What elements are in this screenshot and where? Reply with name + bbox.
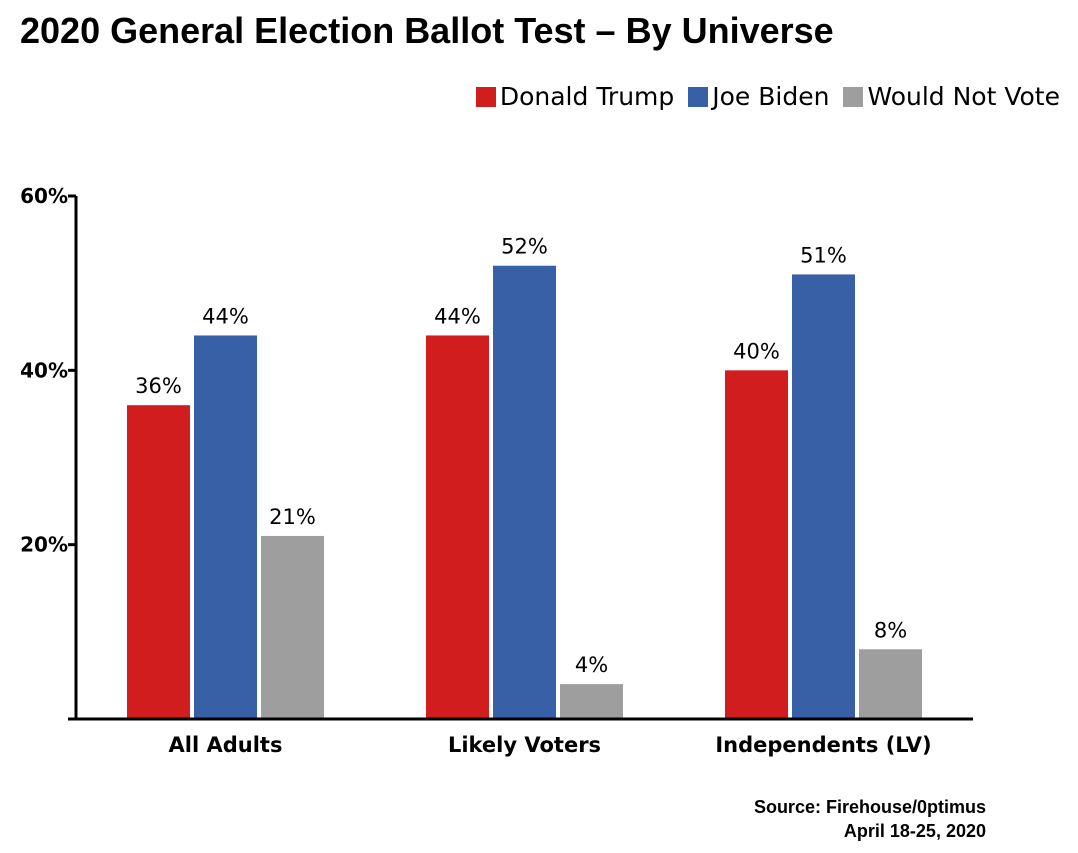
bar-would-not-vote-all-adults <box>261 535 324 719</box>
category-label-independents-lv: Independents (LV) <box>715 733 931 757</box>
data-label-joe-biden-independents-lv: 51% <box>800 243 847 267</box>
data-label-would-not-vote-likely-voters: 4% <box>575 653 608 677</box>
labels-layer: 36% 44% 21% All Adults 44% 52% 4% Likely Voters… <box>20 184 932 757</box>
data-label-donald-trump-likely-voters: 44% <box>434 304 481 328</box>
y-tick-label: 20% <box>20 533 68 557</box>
legend-item-trump: Donald Trump <box>475 82 675 111</box>
legend-swatch-biden <box>688 86 709 107</box>
legend-label-would-not-vote: Would Not Vote <box>867 82 1060 111</box>
legend-swatch-trump <box>475 86 496 107</box>
chart-title: 2020 General Election Ballot Test – By U… <box>20 10 834 51</box>
date-line: April 18-25, 2020 <box>843 821 986 841</box>
data-label-would-not-vote-all-adults: 21% <box>269 505 316 529</box>
data-label-joe-biden-likely-voters: 52% <box>501 235 548 259</box>
data-label-joe-biden-all-adults: 44% <box>202 304 249 328</box>
y-tick-label: 60% <box>20 184 68 208</box>
bar-donald-trump-all-adults <box>127 405 190 719</box>
bars-layer <box>127 265 922 719</box>
bar-would-not-vote-independents-lv <box>859 649 922 719</box>
legend-label-trump: Donald Trump <box>499 82 675 111</box>
axes-layer <box>68 194 973 721</box>
y-tick-label: 40% <box>20 358 68 382</box>
data-label-would-not-vote-independents-lv: 8% <box>874 618 907 642</box>
source-line: Source: Firehouse/0ptimus <box>753 797 986 817</box>
legend-swatch-would-not-vote <box>843 86 864 107</box>
bar-joe-biden-independents-lv <box>792 274 855 719</box>
bar-would-not-vote-likely-voters <box>560 684 623 719</box>
source-note: Source: Firehouse/0ptimus April 18-25, 2… <box>754 795 986 843</box>
legend: Donald Trump Joe Biden Would Not Vote <box>462 82 1060 111</box>
data-label-donald-trump-independents-lv: 40% <box>733 339 780 363</box>
bar-joe-biden-likely-voters <box>493 265 556 719</box>
bar-joe-biden-all-adults <box>194 335 257 719</box>
data-label-donald-trump-all-adults: 36% <box>135 374 182 398</box>
category-label-likely-voters: Likely Voters <box>448 733 601 757</box>
category-label-all-adults: All Adults <box>169 733 283 757</box>
legend-item-would-not-vote: Would Not Vote <box>843 82 1060 111</box>
bar-donald-trump-independents-lv <box>725 370 788 719</box>
legend-label-biden: Joe Biden <box>712 82 830 111</box>
bar-donald-trump-likely-voters <box>426 335 489 719</box>
legend-item-biden: Joe Biden <box>688 82 829 111</box>
